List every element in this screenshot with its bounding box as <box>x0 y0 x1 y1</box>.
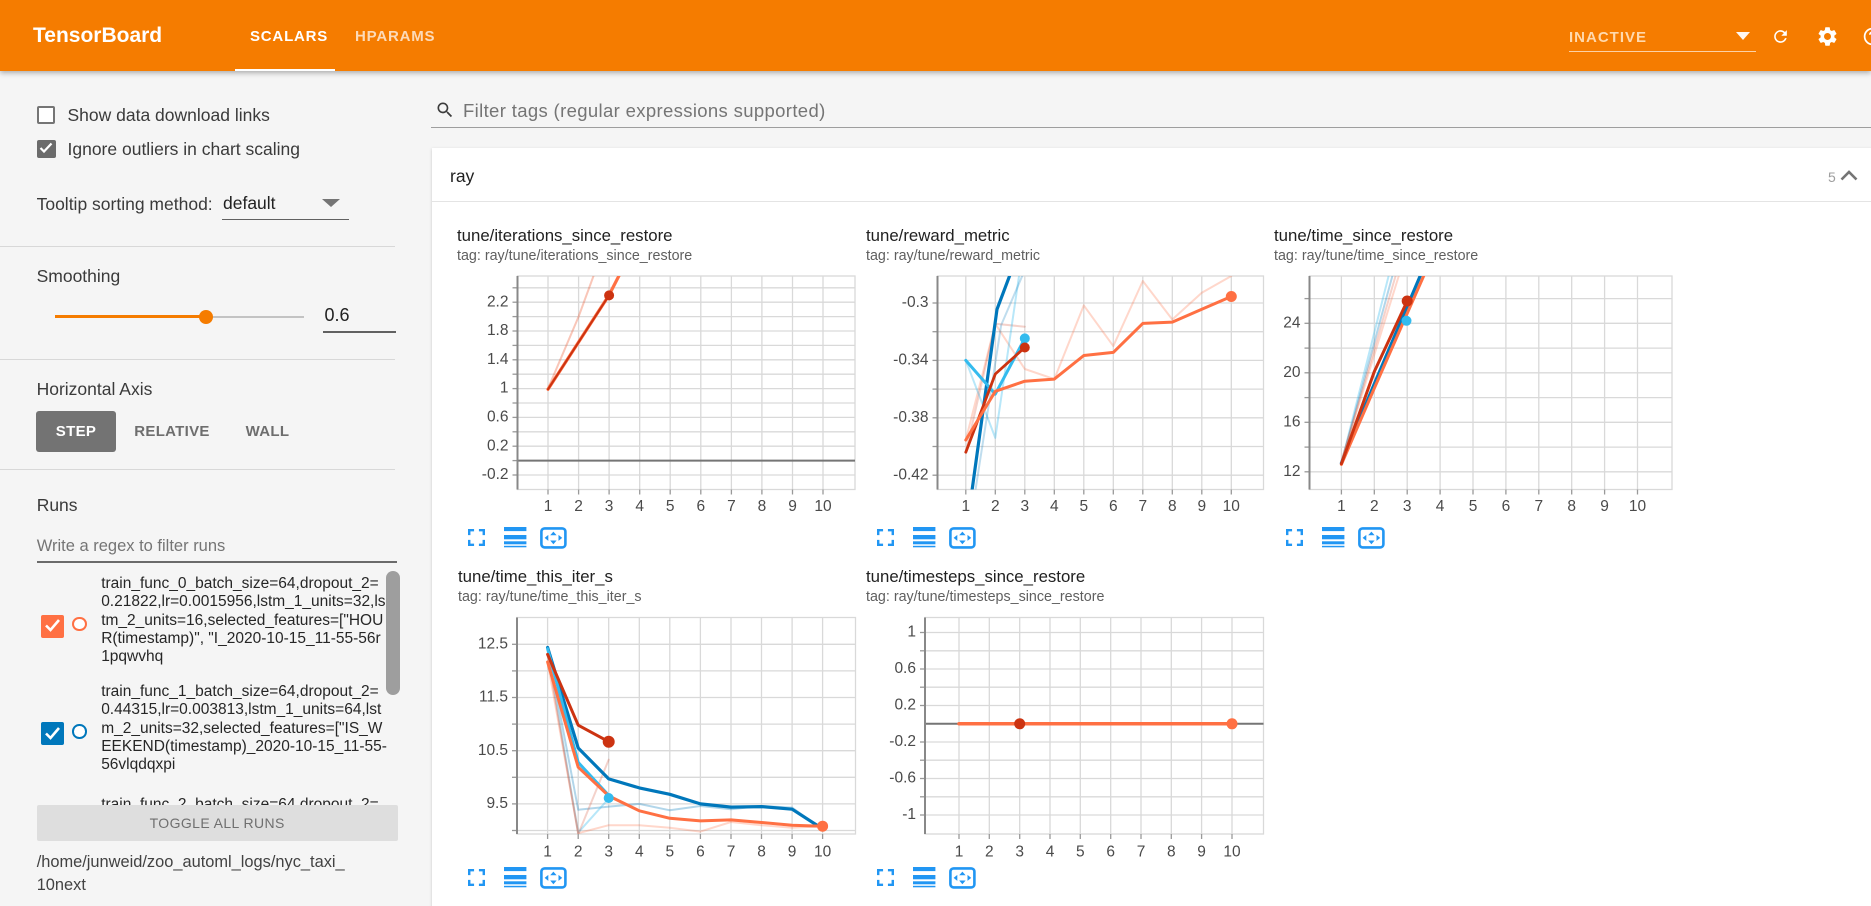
svg-text:5: 5 <box>1079 498 1088 515</box>
svg-text:9: 9 <box>788 844 797 861</box>
svg-text:5: 5 <box>1076 844 1085 861</box>
svg-text:10: 10 <box>1223 498 1241 515</box>
svg-text:7: 7 <box>1534 498 1543 515</box>
svg-text:9: 9 <box>1197 498 1206 515</box>
svg-text:5: 5 <box>665 844 674 861</box>
svg-text:8: 8 <box>1567 498 1576 515</box>
svg-text:7: 7 <box>727 498 736 515</box>
svg-text:1: 1 <box>500 380 509 397</box>
svg-text:-0.6: -0.6 <box>889 770 916 787</box>
svg-text:3: 3 <box>605 498 614 515</box>
svg-text:7: 7 <box>1137 844 1146 861</box>
svg-text:12.5: 12.5 <box>478 635 508 652</box>
svg-text:-1: -1 <box>902 806 916 823</box>
svg-text:6: 6 <box>1109 498 1118 515</box>
svg-text:3: 3 <box>604 844 613 861</box>
svg-text:-0.42: -0.42 <box>893 466 928 483</box>
svg-text:2: 2 <box>985 844 994 861</box>
svg-text:-0.2: -0.2 <box>482 466 509 483</box>
svg-text:2: 2 <box>574 844 583 861</box>
svg-text:10: 10 <box>814 844 832 861</box>
svg-text:8: 8 <box>1167 844 1176 861</box>
svg-text:24: 24 <box>1283 314 1301 331</box>
svg-text:4: 4 <box>635 844 644 861</box>
svg-text:20: 20 <box>1283 364 1301 381</box>
svg-text:6: 6 <box>1502 498 1511 515</box>
svg-text:7: 7 <box>1138 498 1147 515</box>
svg-text:5: 5 <box>1469 498 1478 515</box>
svg-text:1: 1 <box>907 624 916 641</box>
svg-text:0.6: 0.6 <box>894 660 916 677</box>
svg-text:10.5: 10.5 <box>478 742 508 759</box>
svg-text:7: 7 <box>727 844 736 861</box>
svg-text:1: 1 <box>961 498 970 515</box>
svg-text:-0.2: -0.2 <box>889 733 916 750</box>
svg-text:4: 4 <box>635 498 644 515</box>
svg-text:5: 5 <box>666 498 675 515</box>
svg-text:8: 8 <box>757 844 766 861</box>
svg-text:6: 6 <box>696 498 705 515</box>
svg-text:8: 8 <box>758 498 767 515</box>
svg-text:2: 2 <box>991 498 1000 515</box>
svg-text:0.2: 0.2 <box>894 697 916 714</box>
svg-text:4: 4 <box>1046 844 1055 861</box>
svg-text:9: 9 <box>788 498 797 515</box>
svg-text:1.8: 1.8 <box>487 322 509 339</box>
svg-text:16: 16 <box>1283 413 1300 430</box>
svg-text:-0.3: -0.3 <box>902 294 929 311</box>
svg-text:2: 2 <box>1370 498 1379 515</box>
svg-text:1: 1 <box>543 844 552 861</box>
svg-text:12: 12 <box>1283 463 1300 480</box>
svg-text:11.5: 11.5 <box>479 689 508 706</box>
svg-text:9: 9 <box>1197 844 1206 861</box>
svg-text:4: 4 <box>1050 498 1059 515</box>
svg-text:1: 1 <box>544 498 553 515</box>
svg-text:3: 3 <box>1015 844 1024 861</box>
svg-text:1.4: 1.4 <box>487 351 509 368</box>
svg-text:6: 6 <box>696 844 705 861</box>
svg-text:0.2: 0.2 <box>487 437 509 454</box>
svg-text:1: 1 <box>955 844 964 861</box>
svg-text:8: 8 <box>1168 498 1177 515</box>
svg-text:10: 10 <box>1223 844 1241 861</box>
svg-text:0.6: 0.6 <box>487 408 509 425</box>
svg-text:10: 10 <box>814 498 832 515</box>
svg-text:2.2: 2.2 <box>487 293 509 310</box>
svg-text:9: 9 <box>1600 498 1609 515</box>
svg-text:-0.34: -0.34 <box>893 351 929 368</box>
svg-text:-0.38: -0.38 <box>893 409 928 426</box>
svg-text:6: 6 <box>1106 844 1115 861</box>
svg-text:4: 4 <box>1436 498 1445 515</box>
svg-text:1: 1 <box>1337 498 1346 515</box>
svg-text:10: 10 <box>1629 498 1647 515</box>
svg-text:9.5: 9.5 <box>486 795 508 812</box>
svg-text:3: 3 <box>1020 498 1029 515</box>
svg-text:2: 2 <box>574 498 583 515</box>
svg-text:3: 3 <box>1403 498 1412 515</box>
